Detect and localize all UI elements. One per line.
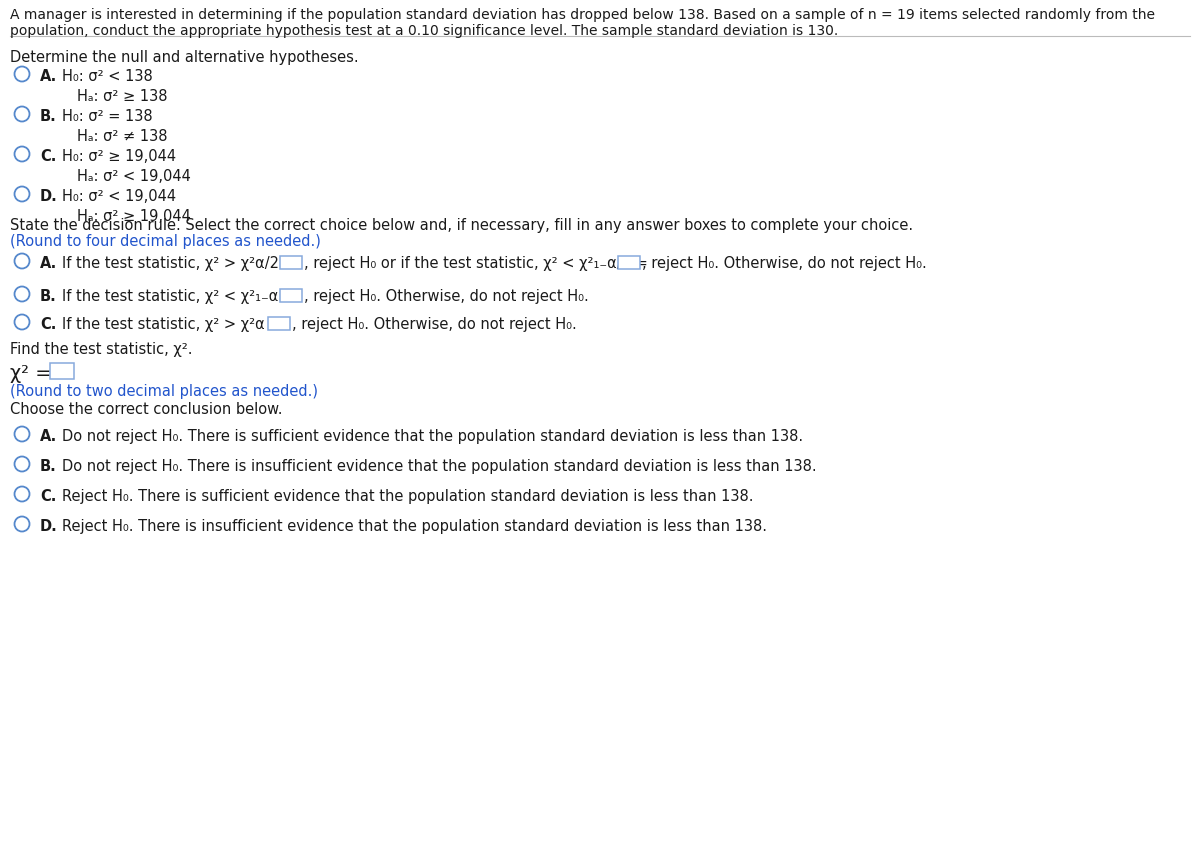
Text: (Round to two decimal places as needed.): (Round to two decimal places as needed.) (10, 384, 318, 399)
Text: χ² =: χ² = (10, 364, 52, 383)
Text: Hₐ: σ² ≠ 138: Hₐ: σ² ≠ 138 (77, 129, 168, 144)
Text: , reject H₀. Otherwise, do not reject H₀.: , reject H₀. Otherwise, do not reject H₀… (292, 317, 576, 332)
Text: Find the test statistic, χ².: Find the test statistic, χ². (10, 342, 192, 357)
Text: Hₐ: σ² ≥ 138: Hₐ: σ² ≥ 138 (77, 89, 168, 104)
Text: Do not reject H₀. There is insufficient evidence that the population standard de: Do not reject H₀. There is insufficient … (62, 459, 817, 474)
Text: B.: B. (40, 109, 56, 124)
Text: Determine the null and alternative hypotheses.: Determine the null and alternative hypot… (10, 50, 359, 65)
Text: If the test statistic, χ² > χ²α =: If the test statistic, χ² > χ²α = (62, 317, 286, 332)
Text: Choose the correct conclusion below.: Choose the correct conclusion below. (10, 402, 282, 417)
Text: Hₐ: σ² ≥ 19,044: Hₐ: σ² ≥ 19,044 (77, 209, 191, 224)
Text: B.: B. (40, 459, 56, 474)
Text: B.: B. (40, 289, 56, 304)
Text: , reject H₀. Otherwise, do not reject H₀.: , reject H₀. Otherwise, do not reject H₀… (304, 289, 588, 304)
Bar (280, 289, 302, 302)
Text: Reject H₀. There is sufficient evidence that the population standard deviation i: Reject H₀. There is sufficient evidence … (62, 489, 754, 504)
Text: A manager is interested in determining if the population standard deviation has : A manager is interested in determining i… (10, 8, 1154, 22)
Text: State the decision rule. Select the correct choice below and, if necessary, fill: State the decision rule. Select the corr… (10, 218, 913, 233)
Text: C.: C. (40, 149, 56, 164)
Text: C.: C. (40, 489, 56, 504)
Text: population, conduct the appropriate hypothesis test at a 0.10 significance level: population, conduct the appropriate hypo… (10, 24, 839, 38)
Text: (Round to four decimal places as needed.): (Round to four decimal places as needed.… (10, 234, 320, 249)
Text: D.: D. (40, 519, 58, 534)
Text: If the test statistic, χ² > χ²α/2 =: If the test statistic, χ² > χ²α/2 = (62, 256, 300, 271)
Text: A.: A. (40, 256, 58, 271)
Text: C.: C. (40, 317, 56, 332)
Bar (280, 256, 302, 269)
Text: A.: A. (40, 69, 58, 84)
Bar (268, 316, 289, 329)
Text: H₀: σ² < 138: H₀: σ² < 138 (62, 69, 152, 84)
Text: A.: A. (40, 429, 58, 444)
Text: Hₐ: σ² < 19,044: Hₐ: σ² < 19,044 (77, 169, 191, 184)
Text: D.: D. (40, 189, 58, 204)
Text: If the test statistic, χ² < χ²₁₋α =: If the test statistic, χ² < χ²₁₋α = (62, 289, 300, 304)
Bar (50, 363, 74, 379)
Bar (618, 256, 641, 269)
Text: Reject H₀. There is insufficient evidence that the population standard deviation: Reject H₀. There is insufficient evidenc… (62, 519, 767, 534)
Text: H₀: σ² < 19,044: H₀: σ² < 19,044 (62, 189, 176, 204)
Text: , reject H₀ or if the test statistic, χ² < χ²₁₋α/2 =: , reject H₀ or if the test statistic, χ²… (304, 256, 648, 271)
Text: Do not reject H₀. There is sufficient evidence that the population standard devi: Do not reject H₀. There is sufficient ev… (62, 429, 803, 444)
Text: H₀: σ² = 138: H₀: σ² = 138 (62, 109, 152, 124)
Text: H₀: σ² ≥ 19,044: H₀: σ² ≥ 19,044 (62, 149, 176, 164)
Text: , reject H₀. Otherwise, do not reject H₀.: , reject H₀. Otherwise, do not reject H₀… (642, 256, 928, 271)
